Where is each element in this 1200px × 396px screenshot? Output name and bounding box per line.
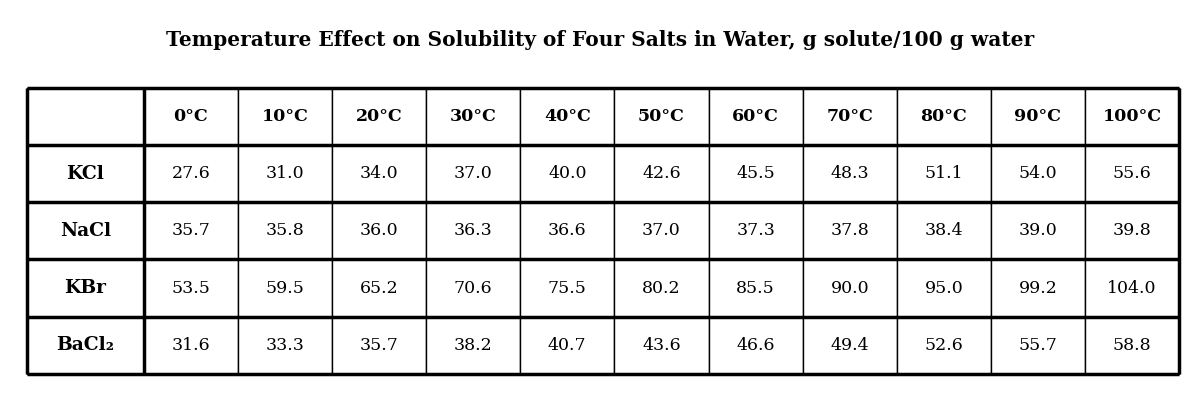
Text: Temperature Effect on Solubility of Four Salts in Water, g solute/100 g water: Temperature Effect on Solubility of Four… [166,30,1034,50]
